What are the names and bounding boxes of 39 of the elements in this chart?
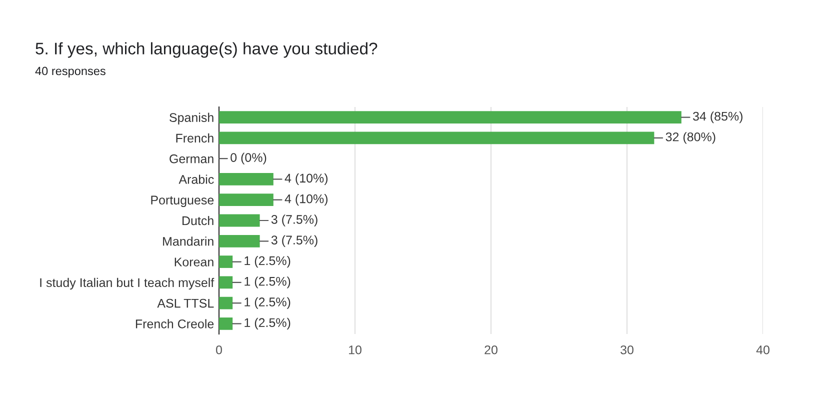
- bar: [219, 111, 682, 124]
- data-label: 3 (7.5%): [271, 235, 318, 247]
- y-tick-label: Portuguese: [151, 196, 214, 207]
- data-label: 4 (10%): [284, 173, 328, 186]
- bar: [219, 132, 654, 144]
- y-tick-label: I study Italian but I teach myself: [40, 278, 214, 290]
- data-label: 1 (2.5%): [244, 256, 290, 268]
- data-label: 3 (7.5%): [271, 214, 318, 226]
- x-tick-label: 30: [620, 345, 634, 354]
- y-tick-label: Spanish: [170, 112, 214, 124]
- bar: [219, 234, 260, 248]
- y-tick-label: Korean: [174, 258, 214, 266]
- data-label: 1 (2.5%): [244, 276, 290, 288]
- bar: [219, 194, 274, 206]
- chart-title: 5. If yes, which language(s) have you studied?: [36, 42, 378, 58]
- text: 40 responses: [35, 66, 106, 78]
- x-tick-label: 10: [349, 345, 362, 354]
- bar: [219, 173, 274, 186]
- data-label: 34 (85%): [692, 111, 742, 124]
- data-label: 1 (2.5%): [244, 297, 290, 309]
- data-label: 1 (2.5%): [244, 318, 290, 330]
- y-tick-label: German: [170, 154, 214, 164]
- y-tick-label: Arabic: [178, 174, 214, 184]
- data-label: 0 (0%): [230, 152, 266, 164]
- data-label: 32 (80%): [666, 132, 716, 144]
- bar: [219, 214, 260, 227]
- bar: [219, 296, 233, 310]
- y-tick-label: Mandarin: [163, 236, 214, 246]
- bar: [219, 317, 233, 330]
- y-tick-label: ASL TTSL: [157, 298, 214, 308]
- data-label: 4 (10%): [284, 194, 328, 206]
- y-tick-label: Dutch: [182, 216, 214, 226]
- x-tick-label: 20: [484, 345, 498, 354]
- y-tick-label: French: [176, 133, 214, 143]
- x-tick-label: 40: [756, 345, 770, 354]
- x-tick-label: 0: [216, 345, 222, 354]
- bar: [219, 256, 233, 268]
- y-tick-label: French Creole: [136, 319, 214, 328]
- bar: [219, 276, 233, 289]
